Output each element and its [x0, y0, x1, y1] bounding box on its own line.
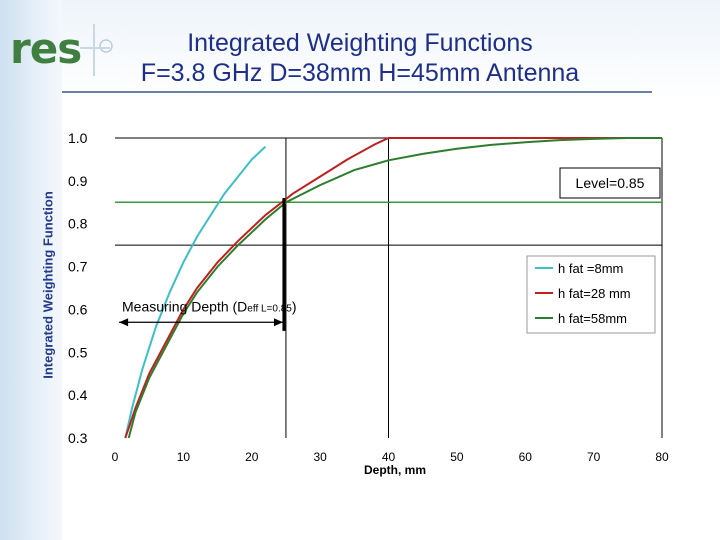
y-tick-label: 0.5: [68, 344, 88, 360]
y-tick-label: 0.3: [68, 430, 88, 446]
legend-box: [526, 255, 656, 334]
x-tick-label: 50: [450, 450, 464, 464]
measure-annotation: Measuring Depth (Deff L=0.85): [122, 298, 297, 314]
company-logo: res: [6, 20, 126, 80]
y-tick-label: 0.7: [68, 259, 88, 275]
sidebar-band: [0, 0, 62, 540]
y-tick-label: 0.9: [68, 173, 88, 189]
title-divider: [62, 91, 652, 93]
legend-entry-3: h fat=58mm: [558, 311, 627, 326]
series-line-2: [124, 137, 662, 439]
logo-decoration-icon: [80, 24, 113, 76]
x-tick-label: 40: [382, 450, 396, 464]
title-line-2: F=3.8 GHz D=38mm H=45mm Antenna: [140, 59, 580, 87]
x-tick-label: 80: [655, 450, 669, 464]
y-tick-label: 0.6: [68, 301, 88, 317]
x-axis-label: Depth, mm: [364, 463, 426, 477]
series-line-3: [127, 137, 662, 439]
level-label: Level=0.85: [576, 175, 645, 191]
x-tick-label: 10: [177, 450, 191, 464]
title-line-1: Integrated Weighting Functions: [187, 29, 533, 57]
logo-text: res: [10, 24, 82, 73]
legend-entry-2: h fat=28 mm: [558, 286, 631, 301]
x-tick-label: 70: [587, 450, 601, 464]
x-tick-label: 20: [245, 450, 259, 464]
arrow-right-icon: [273, 318, 283, 327]
level-label-box: [559, 167, 661, 199]
x-tick-label: 60: [519, 450, 533, 464]
y-tick-label: 0.4: [68, 387, 88, 403]
y-tick-label: 1.0: [68, 130, 88, 146]
page-title: Integrated Weighting Functions F=3.8 GHz…: [110, 28, 610, 88]
header-band: [0, 0, 720, 100]
x-tick-label: 30: [313, 450, 327, 464]
series-line-1: [124, 145, 267, 439]
legend-entry-1: h fat =8mm: [558, 261, 623, 276]
y-tick-label: 0.8: [68, 216, 88, 232]
x-tick-label: 0: [112, 450, 119, 464]
arrow-left-icon: [119, 318, 129, 327]
